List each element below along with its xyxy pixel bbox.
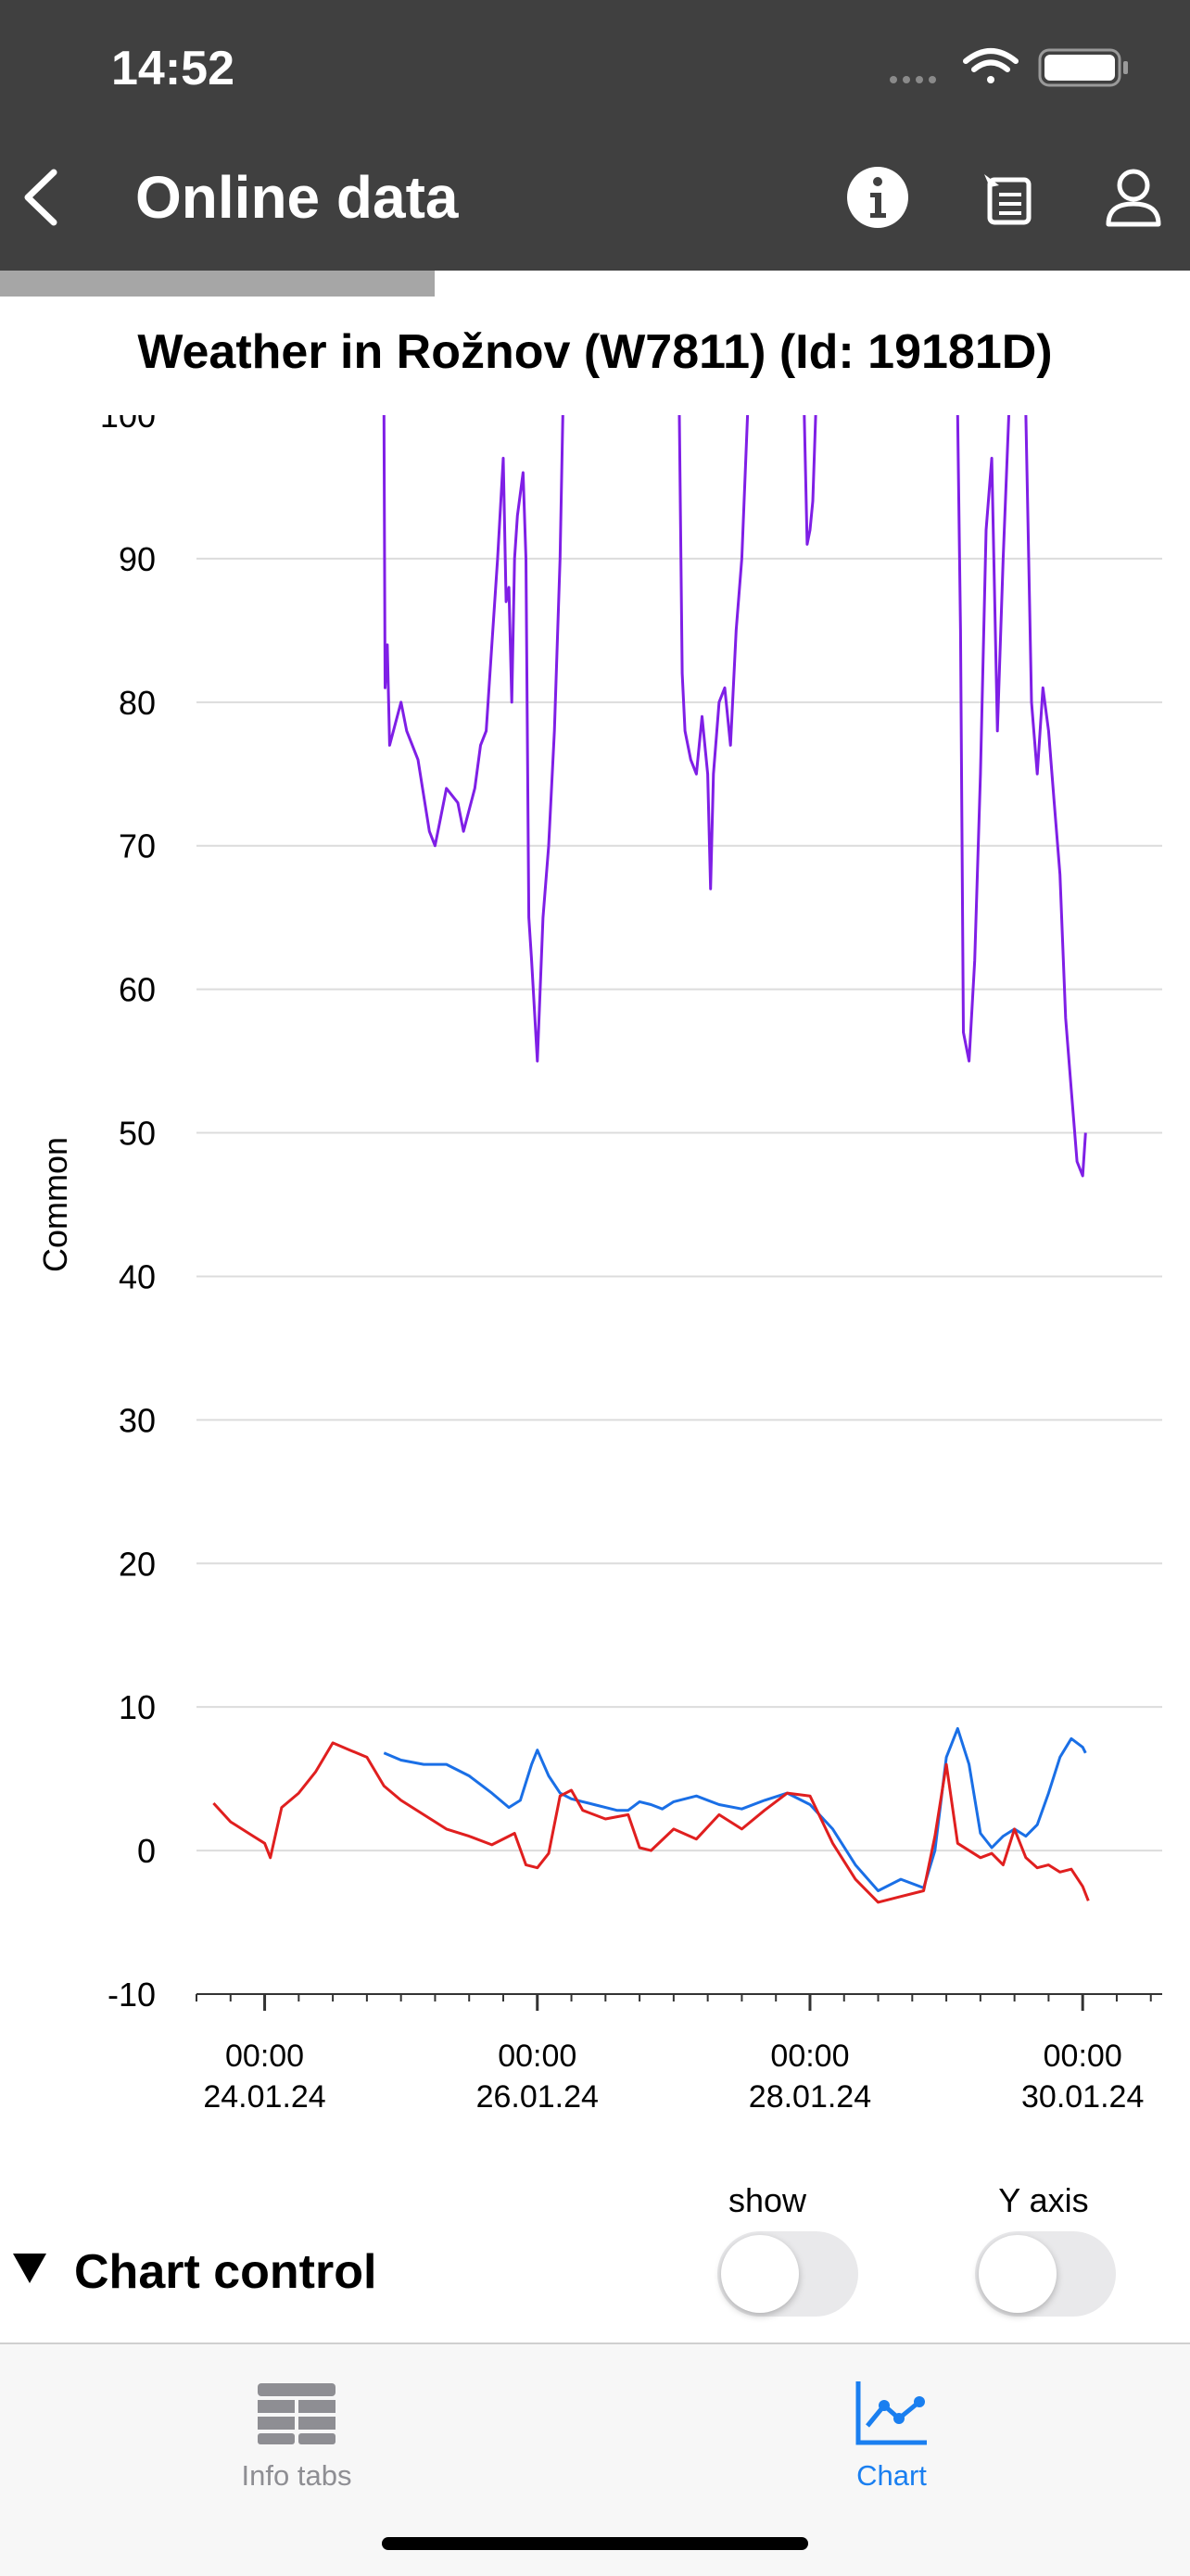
wifi-icon <box>963 48 1019 83</box>
status-time: 14:52 <box>111 42 234 95</box>
series-line-3 <box>956 415 1010 1063</box>
y-tick-label: 50 <box>119 1115 156 1153</box>
status-bar: 14:52 <box>0 0 1190 130</box>
y-tick-label: -10 <box>108 1976 156 2014</box>
disclosure-triangle-icon[interactable] <box>11 2250 48 2287</box>
tab-label: Info tabs <box>241 2459 352 2492</box>
chart-top-mask <box>0 398 1190 415</box>
series-line-5 <box>383 1726 1087 1892</box>
list-icon[interactable] <box>964 156 1047 239</box>
y-tick-label: 20 <box>119 1545 156 1583</box>
x-tick-time-label: 00:00 <box>770 2039 849 2074</box>
status-icons <box>890 48 1128 87</box>
page-title: Online data <box>135 164 459 231</box>
series-line-2 <box>803 415 817 546</box>
y-axis-label: Common <box>36 1137 74 1272</box>
show-toggle-label: show <box>728 2181 807 2219</box>
navigation-bar: Online data <box>0 130 1190 271</box>
chart-control-panel: Chart control show Y axis <box>0 2168 1190 2344</box>
back-chevron-icon[interactable] <box>0 156 83 239</box>
x-tick-date-label: 30.01.24 <box>1021 2079 1144 2115</box>
y-tick-label: 0 <box>137 1832 156 1870</box>
y-tick-label: 70 <box>119 827 156 865</box>
line-chart-icon <box>855 2381 927 2445</box>
info-icon[interactable] <box>836 156 919 239</box>
series-line-0 <box>382 415 564 1063</box>
series-line-6 <box>212 1741 1090 1904</box>
chart-title: Weather in Rožnov (W7811) (Id: 19181D) <box>137 325 1053 379</box>
user-icon[interactable] <box>1092 156 1175 239</box>
x-tick-date-label: 24.01.24 <box>203 2079 325 2115</box>
chart-axes: -10010203040506070809010000:0024.01.2400… <box>0 398 1190 2115</box>
show-toggle[interactable] <box>717 2231 858 2317</box>
y-tick-label: 40 <box>119 1257 156 1295</box>
loading-progress-fill <box>0 271 435 297</box>
y-tick-label: 60 <box>119 971 156 1009</box>
battery-icon <box>1038 48 1128 87</box>
home-indicator <box>382 2537 808 2550</box>
x-tick-date-label: 26.01.24 <box>476 2079 599 2115</box>
yaxis-toggle-label: Y axis <box>998 2181 1089 2219</box>
series-line-4 <box>1024 415 1087 1178</box>
chart-series <box>212 415 1090 1904</box>
x-tick-date-label: 28.01.24 <box>749 2079 871 2115</box>
y-tick-label: 90 <box>119 540 156 578</box>
chart-grid <box>196 557 1162 1852</box>
toggle-knob <box>721 2235 799 2313</box>
yaxis-toggle[interactable] <box>975 2231 1116 2317</box>
toggle-knob <box>979 2235 1057 2313</box>
line-chart: -10010203040506070809010000:0024.01.2400… <box>0 398 1190 2115</box>
x-tick-time-label: 00:00 <box>498 2039 576 2074</box>
chart-control-title[interactable]: Chart control <box>74 2245 377 2299</box>
x-tick-time-label: 00:00 <box>225 2039 304 2074</box>
tab-label: Chart <box>856 2459 927 2492</box>
loading-progress-bar <box>0 271 1190 297</box>
y-tick-label: 10 <box>119 1688 156 1726</box>
tab-info-tabs[interactable]: Info tabs <box>158 2363 436 2493</box>
tab-chart[interactable]: Chart <box>753 2363 1031 2493</box>
cellular-signal-icon <box>890 76 936 83</box>
x-tick-time-label: 00:00 <box>1044 2039 1122 2074</box>
y-tick-label: 80 <box>119 684 156 722</box>
series-line-1 <box>677 415 750 890</box>
grid-icon <box>258 2383 335 2444</box>
y-tick-label: 30 <box>119 1401 156 1439</box>
